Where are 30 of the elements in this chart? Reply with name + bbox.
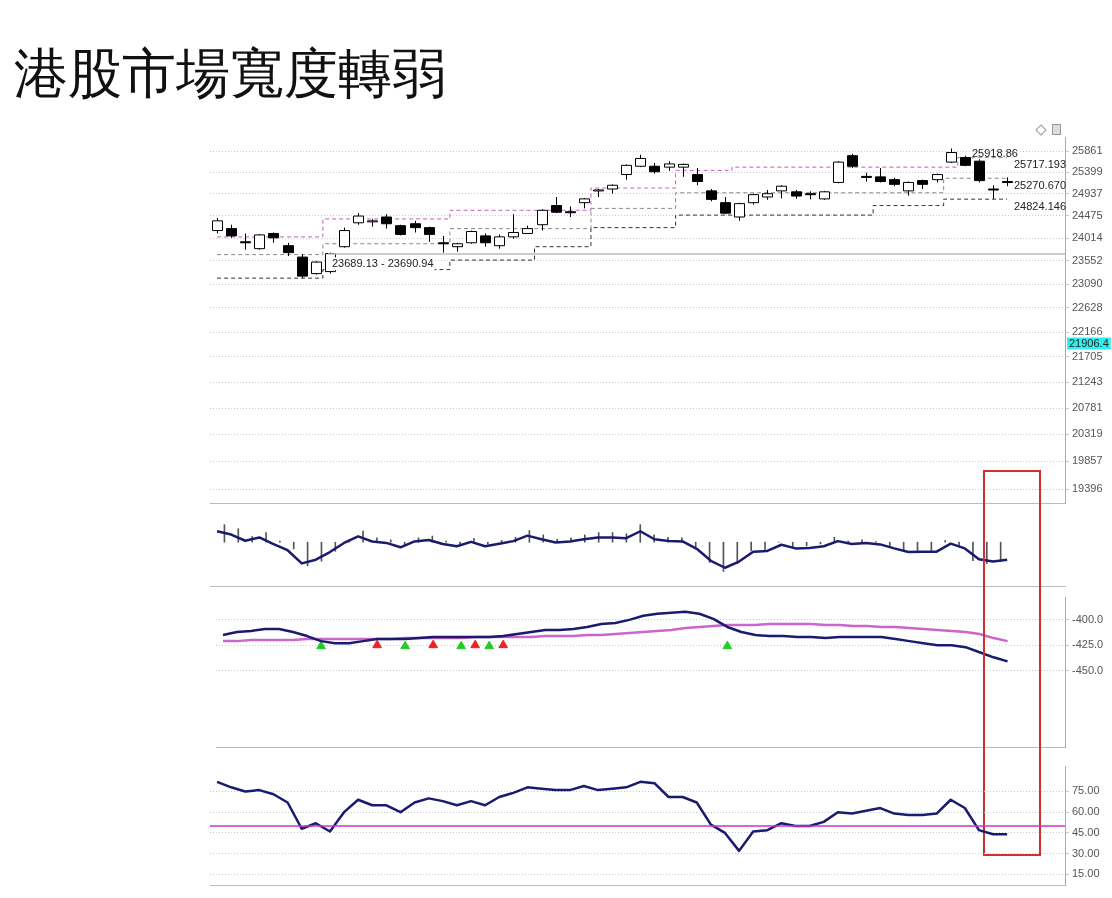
y-tick-label: 30.00	[1072, 846, 1100, 859]
y-tick-label: -400.0	[1072, 612, 1104, 625]
annotation: 25270.670	[1014, 178, 1066, 191]
y-tick-label: 24937	[1072, 186, 1103, 199]
text: 21906.4	[1069, 336, 1109, 349]
y-tick-label: 24014	[1072, 231, 1103, 244]
y-tick-label: 23090	[1072, 277, 1103, 290]
y-tick-label: 15.00	[1072, 867, 1100, 880]
y-tick-label: 23552	[1072, 254, 1103, 266]
y-tick-label: 19857	[1072, 454, 1103, 467]
y-tick-label: 20781	[1072, 401, 1103, 414]
y-tick-label: 21243	[1072, 375, 1103, 388]
annotation: 25717.193	[1014, 157, 1066, 170]
chart-title: 港股市場寬度轉弱	[14, 41, 446, 107]
annotation: 25918.86	[972, 146, 1018, 159]
y-tick-label: 75.00	[1072, 784, 1100, 797]
band-label: 23689.13 - 23690.94	[332, 257, 434, 270]
y-tick-label: 20319	[1072, 427, 1103, 440]
y-tick-label: 19396	[1072, 482, 1103, 495]
y-tick-label: 22166	[1072, 325, 1103, 338]
y-tick-label: 24475	[1072, 208, 1103, 221]
annotation: 24824.146	[1014, 199, 1066, 212]
y-tick-label: 45.00	[1072, 825, 1100, 838]
y-tick-label: 21705	[1072, 349, 1103, 362]
y-tick-label: -450.0	[1072, 663, 1104, 676]
y-tick-label: 22628	[1072, 301, 1103, 314]
y-tick-label: 25861	[1072, 144, 1103, 157]
y-tick-label: 25399	[1072, 165, 1103, 178]
y-tick-label: -425.0	[1072, 638, 1104, 651]
y-tick-label: 60.00	[1072, 805, 1100, 818]
